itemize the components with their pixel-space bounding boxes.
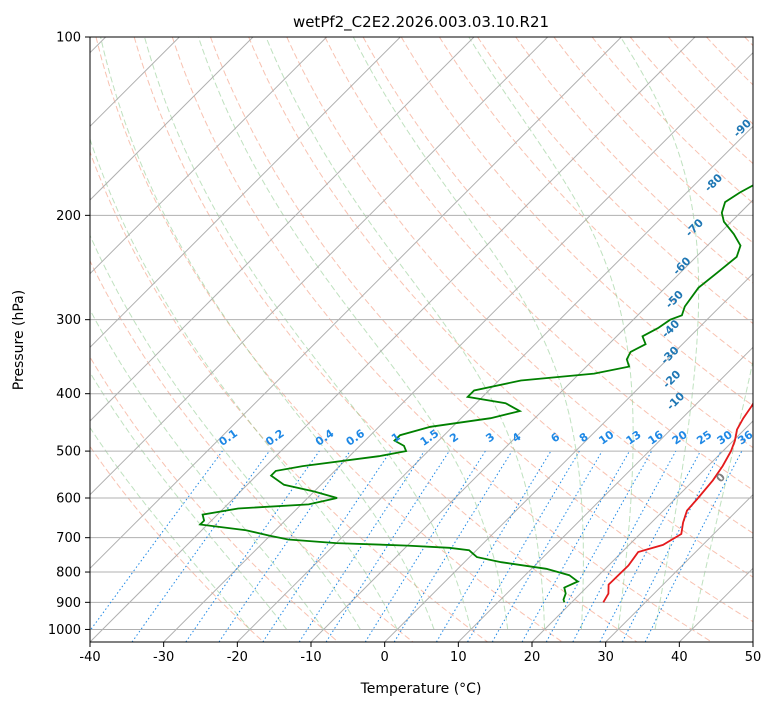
axes: -40 -30 -20 -10 0 10 20 30 40 50 100 200 300 400 500 60…: [48, 31, 761, 666]
dry-adiabat: [248, 37, 753, 578]
moist-adiabat: [468, 37, 634, 630]
mixing-ratio-line: [262, 450, 392, 642]
isotherm: [90, 37, 328, 275]
mixing-ratio-line: [521, 450, 630, 642]
y-tick-label: 900: [56, 596, 81, 611]
y-tick-label: 600: [56, 492, 81, 507]
plot-frame: [89, 36, 754, 643]
y-tick-label: 300: [56, 313, 81, 328]
dry-adiabat: [591, 37, 753, 204]
dry-adiabat: [90, 259, 414, 642]
x-tick-label: -10: [300, 650, 321, 665]
moist-adiabat: [90, 234, 361, 630]
mixing-ratio-line: [218, 450, 351, 642]
dry-adiabat: [90, 445, 264, 642]
mixing-ratio-line: [90, 450, 223, 632]
moist-adiabat: [197, 37, 509, 630]
isotherm: [90, 37, 401, 349]
isotherm: [384, 272, 753, 642]
mixing-ratio-line: [298, 450, 425, 642]
mixing-ratio-line: [325, 450, 450, 642]
x-tick-label: 40: [671, 650, 688, 665]
mixing-ratio-line: [545, 450, 653, 642]
dry-adiabat: [133, 37, 638, 642]
isotherm: [531, 420, 753, 642]
x-tick-label: 30: [597, 650, 614, 665]
isotherm: [163, 51, 753, 642]
moist-adiabat: [691, 358, 753, 630]
y-tick-label: 500: [56, 445, 81, 460]
x-tick-label: -30: [153, 650, 174, 665]
moist-adiabat: [265, 37, 546, 630]
isotherm: [457, 346, 753, 642]
y-tick-label: 800: [56, 566, 81, 581]
dry-adiabat: [171, 37, 712, 642]
dry-adiabat: [515, 37, 753, 284]
background-lines: [90, 37, 753, 642]
dry-adiabat: [95, 37, 563, 642]
isotherm: [90, 37, 622, 570]
dry-adiabat: [629, 37, 753, 165]
profile-lines: [198, 184, 753, 603]
moist-adiabat: [352, 37, 584, 630]
mixing-ratio-line: [185, 450, 320, 642]
mixing-ratio-line: [393, 450, 513, 642]
moist-adiabat: [90, 137, 398, 630]
x-axis-label: Temperature (°C): [360, 681, 482, 697]
y-axis-label: Pressure (hPa): [11, 290, 27, 390]
x-tick-label: 0: [381, 650, 389, 665]
moist-adiabat: [90, 371, 288, 630]
isotherm: [236, 125, 753, 642]
moist-adiabat: [100, 37, 435, 630]
isotherm: [90, 37, 254, 201]
moist-adiabat: [90, 426, 251, 630]
dry-adiabat: [438, 37, 753, 366]
moist-adiabat: [620, 37, 700, 630]
dry-adiabat: [362, 37, 753, 449]
y-tick-label: 700: [56, 531, 81, 546]
y-tick-label: 400: [56, 387, 81, 402]
x-tick-label: 50: [745, 650, 762, 665]
y-tick-label: 200: [56, 209, 81, 224]
dry-adiabat: [210, 37, 753, 623]
chart-title: wetPf2_C2E2.2026.003.03.10.R21: [293, 13, 549, 32]
x-tick-label: 20: [524, 650, 541, 665]
dewpoint-line: [198, 184, 753, 603]
y-tick-label: 1000: [48, 623, 81, 638]
isotherm: [605, 493, 753, 642]
mixing-ratio-line: [131, 450, 270, 642]
y-tick-label: 100: [56, 31, 81, 46]
dry-adiabat: [324, 37, 753, 491]
dry-adiabat: [477, 37, 753, 325]
isotherm: [90, 37, 696, 642]
isotherm: [310, 199, 753, 642]
x-tick-label: -40: [79, 650, 100, 665]
mixing-ratio-line: [572, 450, 677, 642]
mixing-ratio-line: [644, 450, 743, 642]
isotherm: [90, 37, 549, 496]
isotherm: [90, 37, 475, 422]
x-tick-label: 10: [450, 650, 467, 665]
dry-adiabat: [400, 37, 753, 407]
x-tick-label: -20: [227, 650, 248, 665]
temperature-line: [602, 402, 753, 603]
